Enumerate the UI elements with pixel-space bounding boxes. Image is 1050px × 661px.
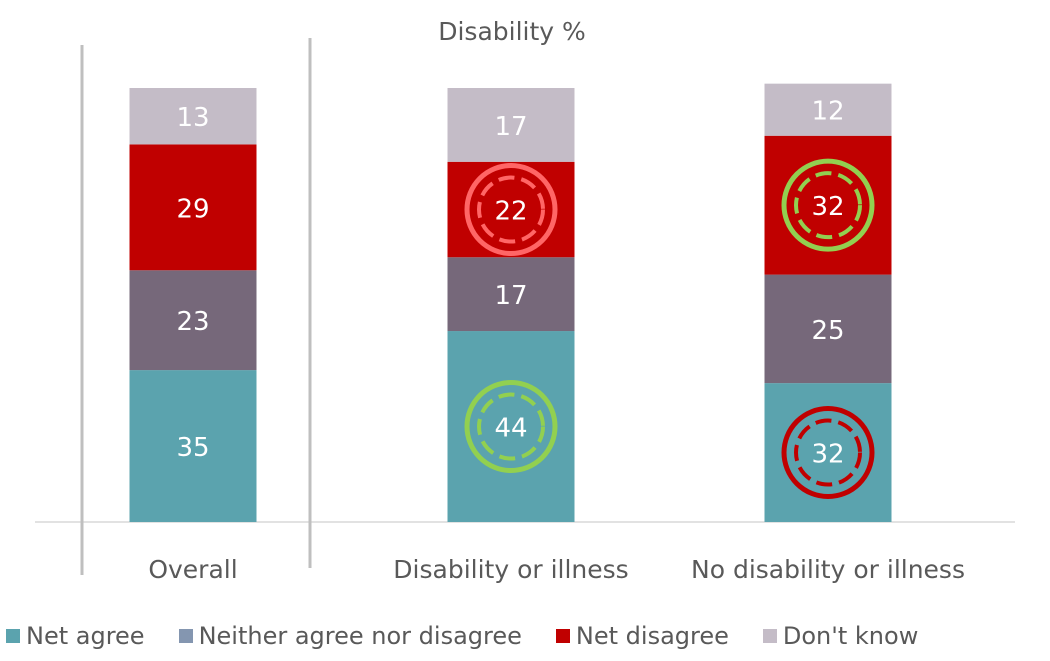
bar-segment-overall-don-t-know [129, 88, 257, 145]
data-label: 17 [494, 281, 527, 311]
segment-labels-group: 35 23 29 13 44 17 22 17 32 25 32 12 [176, 97, 844, 470]
legend-item-net-agree: Net agree [6, 622, 145, 650]
legend-label: Net agree [26, 622, 145, 650]
bar-segment-no-disability-or-illness-don-t-know [764, 83, 892, 136]
data-label: 35 [176, 433, 209, 463]
data-label: 25 [811, 316, 844, 346]
data-label: 44 [494, 414, 527, 444]
chart-canvas: Disability % 35 23 29 13 44 17 22 17 32 25 32 12 Ov… [35, 17, 1015, 584]
legend-item-net-disagree: Net disagree [555, 622, 729, 650]
highlight-marker-icon [464, 163, 558, 257]
legend: Net agree Neither agree nor disagree Net d… [6, 620, 918, 652]
category-label: Disability or illness [393, 555, 628, 584]
legend-swatch-icon [555, 629, 570, 643]
legend-label: Neither agree nor disagree [198, 622, 522, 650]
data-label: 13 [176, 103, 209, 133]
data-label: 17 [494, 112, 527, 142]
category-label: No disability or illness [691, 555, 965, 584]
data-label: 29 [176, 194, 209, 224]
legend-item-don-t-know: Don't know [762, 622, 919, 650]
bar-segment-no-disability-or-illness-neither-agree-nor-disagree [764, 274, 892, 384]
legend-label: Don't know [782, 622, 919, 650]
highlight-markers-group [464, 158, 875, 500]
data-label: 22 [494, 197, 527, 227]
data-label: 12 [811, 97, 844, 127]
data-label: 23 [176, 307, 209, 337]
highlight-marker-icon [781, 158, 875, 252]
data-label: 32 [811, 192, 844, 222]
legend-swatch-icon [762, 629, 777, 643]
bar-segment-disability-or-illness-don-t-know [447, 88, 575, 162]
legend-swatch-icon [178, 629, 193, 643]
bar-segment-disability-or-illness-neither-agree-nor-disagree [447, 257, 575, 332]
category-label: Overall [148, 555, 237, 584]
category-labels-group: Overall Disability or illness No disabilit… [148, 555, 965, 584]
highlight-marker-icon [781, 406, 875, 500]
highlight-marker-icon [464, 380, 558, 474]
bar-segment-overall-net-agree [129, 370, 257, 522]
bar-segment-overall-net-disagree [129, 144, 257, 271]
legend-item-neither-agree-nor-disagree: Neither agree nor disagree [178, 622, 522, 650]
bar-segment-overall-neither-agree-nor-disagree [129, 270, 257, 371]
legend-swatch-icon [6, 629, 20, 643]
legend-label: Net disagree [575, 622, 729, 650]
data-label: 32 [811, 440, 844, 470]
chart-title: Disability % [438, 17, 586, 46]
